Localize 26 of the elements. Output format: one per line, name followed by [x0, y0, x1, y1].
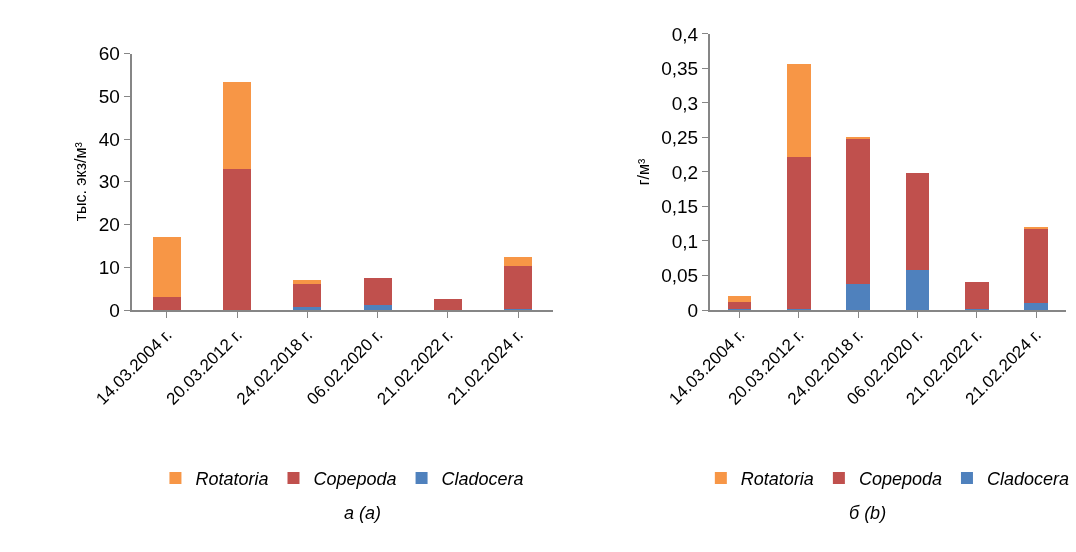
legend-label: Rotatoria — [195, 469, 269, 490]
legend-label: Rotatoria — [740, 469, 814, 490]
y-tick-label: 10 — [98, 256, 120, 278]
y-tick-label: 30 — [98, 171, 120, 193]
legend-label: Cladocera — [441, 469, 524, 490]
y-tick-label: 0,35 — [661, 58, 699, 80]
y-tick-label: 0 — [687, 299, 699, 321]
text: б (b) — [849, 503, 887, 523]
y-tick-label: 0,05 — [661, 265, 699, 287]
y-tick-label: 0,2 — [671, 161, 699, 183]
y-tick-label: 0,25 — [661, 127, 699, 149]
legend-label: Copepoda — [313, 469, 397, 490]
y-tick-label: 50 — [98, 85, 120, 107]
y-tick-label: 40 — [98, 128, 120, 150]
y-axis-title: г/м³ — [634, 157, 652, 186]
y-tick-label: 0,4 — [671, 23, 699, 45]
legend-label: Cladocera — [986, 469, 1070, 490]
y-tick-label: 0,3 — [671, 92, 699, 114]
y-tick-label: 0,15 — [661, 196, 699, 218]
y-axis-title: тыс. экз/м³ — [72, 141, 90, 222]
y-tick-label: 0,1 — [671, 230, 699, 252]
legend-label: Copepoda — [858, 469, 942, 490]
y-tick-label: 60 — [98, 43, 120, 65]
y-tick-label: 20 — [98, 214, 120, 236]
y-tick-label: 0 — [109, 299, 120, 321]
text: а (a) — [344, 503, 382, 523]
